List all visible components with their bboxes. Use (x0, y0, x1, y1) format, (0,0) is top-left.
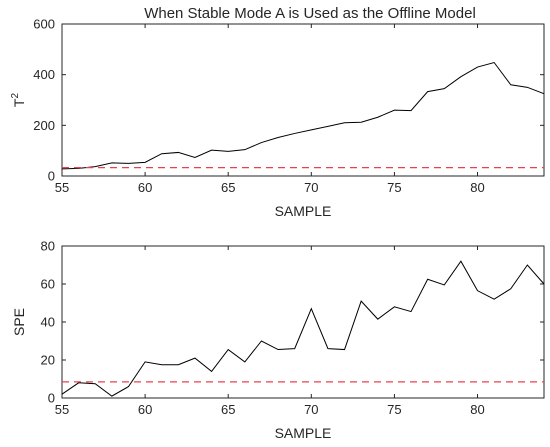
spe-x-tick-label: 55 (55, 402, 69, 417)
t2-x-axis-label: SAMPLE (275, 203, 332, 219)
spe-x-tick-label: 60 (138, 402, 152, 417)
t2-plot-area (61, 23, 545, 177)
spe-y-axis-label: SPE (11, 308, 27, 336)
t2-x-tick-label: 75 (387, 180, 401, 195)
spe-x-axis-label: SAMPLE (275, 425, 332, 441)
chart-title: When Stable Mode A is Used as the Offlin… (144, 5, 476, 22)
t2-statistic-line (61, 61, 545, 170)
spe-y-tick-label: 60 (41, 277, 55, 292)
spe-y-tick-label: 80 (41, 239, 55, 254)
spe-y-tick-label: 0 (48, 391, 55, 406)
t2-y-tick-label: 200 (33, 118, 55, 133)
spe-y-tick-label: 40 (41, 315, 55, 330)
spe-chart-panel: 55 60 65 70 75 80 0 20 40 60 80 SAMPLE SPE (11, 239, 545, 441)
spe-plot-area (61, 245, 545, 399)
spe-y-tick-label: 20 (41, 353, 55, 368)
spe-x-tick-label: 75 (387, 402, 401, 417)
t2-x-tick-label: 70 (304, 180, 318, 195)
t2-chart-panel: 55 60 65 70 75 80 0 200 400 600 SAMPLE T2 (10, 17, 545, 219)
t2-x-tick-label: 55 (55, 180, 69, 195)
t2-x-tick-label: 80 (470, 180, 484, 195)
t2-y-tick-label: 0 (48, 169, 55, 184)
spe-x-tick-label: 70 (304, 402, 318, 417)
spe-x-tick-label: 65 (221, 402, 235, 417)
t2-x-tick-label: 60 (138, 180, 152, 195)
t2-y-tick-label: 400 (33, 67, 55, 82)
t2-x-tick-label: 65 (221, 180, 235, 195)
t2-y-axis-label-superscript: 2 (10, 93, 21, 99)
t2-y-tick-label: 600 (33, 17, 55, 32)
spe-statistic-line (61, 260, 545, 397)
t2-y-axis-label: T2 (10, 93, 27, 108)
spe-x-tick-label: 80 (470, 402, 484, 417)
